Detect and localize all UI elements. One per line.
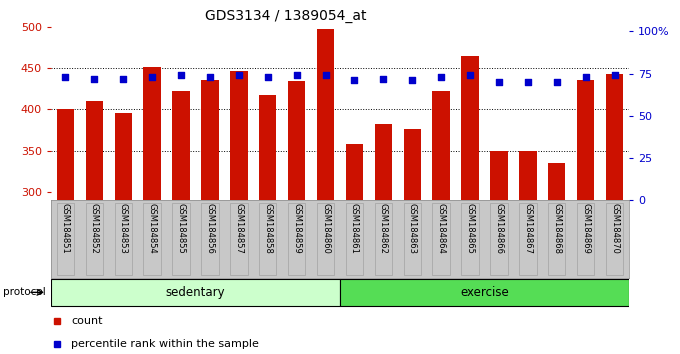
Bar (606, 74, 624, 200)
Text: GSM184868: GSM184868 (552, 203, 561, 254)
Bar (57, 203, 74, 275)
Point (436, 74, 447, 80)
Text: GSM184851: GSM184851 (61, 203, 70, 254)
Text: GSM184862: GSM184862 (379, 203, 388, 254)
Bar (259, 95, 276, 200)
Text: GSM184853: GSM184853 (119, 203, 128, 254)
Text: GSM184859: GSM184859 (292, 203, 301, 254)
Point (147, 74, 158, 80)
Bar (317, 29, 334, 200)
Point (89, 76, 100, 81)
Bar (230, 71, 248, 200)
Point (407, 78, 418, 83)
Text: GSM184858: GSM184858 (263, 203, 272, 254)
Text: GSM184854: GSM184854 (148, 203, 156, 254)
Bar (461, 203, 479, 275)
Bar (345, 203, 363, 275)
Text: count: count (71, 316, 103, 326)
Point (580, 74, 591, 80)
Bar (375, 124, 392, 200)
Bar (345, 144, 363, 200)
Text: GSM184863: GSM184863 (408, 203, 417, 254)
Bar (490, 203, 507, 275)
Bar (230, 203, 248, 275)
Text: percentile rank within the sample: percentile rank within the sample (71, 339, 259, 349)
Text: GSM184860: GSM184860 (321, 203, 330, 254)
Bar (461, 56, 479, 200)
Point (262, 74, 273, 80)
Text: GSM184857: GSM184857 (235, 203, 243, 254)
Bar (259, 203, 276, 275)
Point (551, 79, 562, 85)
Point (464, 73, 475, 78)
Bar (432, 203, 450, 275)
Bar (577, 203, 594, 275)
Bar (173, 203, 190, 275)
Text: GSM184856: GSM184856 (205, 203, 214, 254)
Text: GSM184869: GSM184869 (581, 203, 590, 254)
Point (175, 73, 186, 78)
Bar (143, 203, 161, 275)
Bar (577, 80, 594, 200)
Point (320, 73, 331, 78)
Bar (201, 203, 219, 275)
Text: GSM184870: GSM184870 (610, 203, 619, 254)
Bar (375, 203, 392, 275)
Point (522, 79, 533, 85)
Point (291, 73, 302, 78)
Text: GSM184864: GSM184864 (437, 203, 445, 254)
Bar (57, 109, 74, 200)
Bar (317, 203, 334, 275)
Text: GSM184865: GSM184865 (466, 203, 475, 254)
Point (233, 73, 244, 78)
Bar (201, 80, 219, 200)
Text: protocol: protocol (3, 287, 46, 297)
Point (609, 73, 620, 78)
Point (349, 78, 360, 83)
Text: GSM184861: GSM184861 (350, 203, 359, 254)
Bar (548, 163, 566, 200)
Text: GDS3134 / 1389054_at: GDS3134 / 1389054_at (205, 9, 367, 23)
Point (118, 76, 129, 81)
Point (494, 79, 505, 85)
Bar (340, 279, 629, 307)
Point (205, 74, 216, 80)
Bar (403, 129, 421, 200)
Bar (548, 203, 566, 275)
Bar (51, 279, 340, 307)
Point (60, 74, 71, 80)
Bar (288, 81, 305, 200)
Text: GSM184852: GSM184852 (90, 203, 99, 254)
Bar (114, 203, 132, 275)
Bar (520, 150, 537, 200)
Bar (606, 203, 624, 275)
Bar (173, 91, 190, 200)
Bar (403, 203, 421, 275)
Bar (86, 101, 103, 200)
Text: sedentary: sedentary (166, 286, 225, 299)
Bar (143, 67, 161, 200)
Text: GSM184866: GSM184866 (494, 203, 503, 254)
Bar (288, 203, 305, 275)
Bar (114, 113, 132, 200)
Bar (520, 203, 537, 275)
Point (378, 76, 389, 81)
Text: GSM184867: GSM184867 (524, 203, 532, 254)
Bar (432, 91, 450, 200)
Text: exercise: exercise (460, 286, 509, 299)
Bar (490, 150, 507, 200)
Bar (86, 203, 103, 275)
Text: GSM184855: GSM184855 (177, 203, 186, 254)
